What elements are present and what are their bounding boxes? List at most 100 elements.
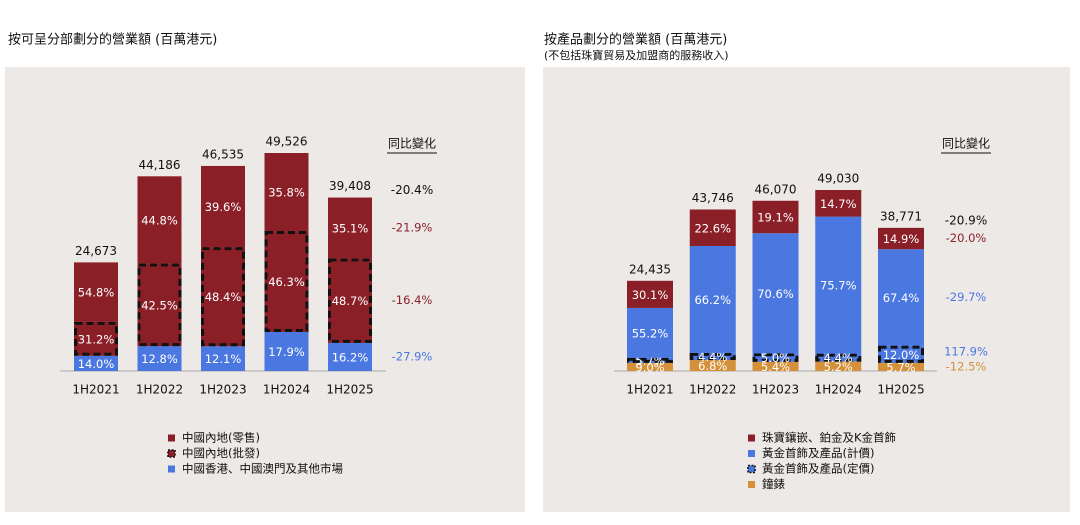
- total-label: 44,186: [139, 158, 181, 172]
- segment-label: 12.0%: [883, 348, 920, 362]
- change-title: 同比變化: [942, 136, 990, 151]
- bar-segment-outline: [627, 357, 673, 363]
- bar-segment: [328, 342, 372, 371]
- segment-label: 44.8%: [141, 213, 178, 227]
- bar-segment: [878, 227, 924, 250]
- x-tick-label: 1H2024: [263, 383, 310, 397]
- legend-label: 中國香港、中國澳門及其他市場: [182, 462, 343, 476]
- legend-swatch: [747, 464, 756, 474]
- bar-segment: [878, 345, 924, 363]
- bar-segment: [752, 200, 799, 234]
- series-change: -20.0%: [946, 231, 987, 245]
- bar-segment-outline: [137, 263, 182, 347]
- x-tick-label: 1H2024: [815, 383, 862, 397]
- x-tick-label: 1H2023: [199, 383, 246, 397]
- bar-segment: [264, 231, 309, 332]
- chart-subtitle: (不包括珠寶貿易及加盟商的服務收入): [544, 48, 729, 62]
- x-tick-label: 1H2025: [877, 383, 924, 397]
- bar-segment: [752, 353, 799, 362]
- segment-label: 12.8%: [141, 352, 178, 366]
- segment-label: 4.4%: [824, 351, 853, 365]
- chart-title: 按產品劃分的營業額 (百萬港元): [544, 32, 727, 48]
- bar-segment: [815, 190, 862, 217]
- segment-label: 16.2%: [332, 350, 369, 364]
- total-label: 24,673: [75, 244, 117, 258]
- bar-segment: [137, 263, 182, 347]
- bar-segment: [752, 361, 799, 371]
- x-tick-label: 1H2023: [752, 383, 799, 397]
- x-tick-label: 1H2022: [136, 383, 183, 397]
- bar-segment: [689, 246, 736, 353]
- segment-label: 4.4%: [698, 350, 727, 364]
- bar-segment: [264, 331, 309, 371]
- bar-segment-outline: [264, 231, 309, 332]
- total-label: 46,070: [755, 182, 797, 196]
- segment-label: 5.0%: [761, 351, 790, 365]
- bar-segment: [264, 153, 309, 232]
- series-change: -12.5%: [946, 359, 987, 373]
- x-tick-label: 1H2022: [689, 383, 736, 397]
- segment-label: 48.4%: [205, 290, 242, 304]
- total-label: 38,771: [880, 209, 922, 223]
- segment-label: 46.3%: [268, 275, 305, 289]
- bar-segment-outline: [201, 247, 245, 347]
- x-tick-label: 1H2021: [626, 383, 673, 397]
- x-tick-label: 1H2021: [72, 383, 119, 397]
- bar-segment: [689, 360, 736, 371]
- segment-label: 35.8%: [268, 186, 305, 200]
- bar-segment: [201, 165, 245, 248]
- total-label: 49,526: [266, 135, 308, 149]
- segment-label: 30.1%: [632, 288, 669, 302]
- segment-label: 12.1%: [205, 352, 242, 366]
- total-label: 46,535: [202, 147, 244, 161]
- segment-label: 35.1%: [332, 221, 369, 235]
- legend-swatch: [748, 481, 755, 488]
- bar-segment: [878, 362, 924, 371]
- legend-label: 黃金首飾及產品(計價): [762, 446, 874, 460]
- segment-label: 14.0%: [78, 357, 115, 371]
- bar-segment: [815, 216, 862, 354]
- segment-label: 39.6%: [205, 200, 242, 214]
- chart-title: 按可呈分部劃分的營業額 (百萬港元): [8, 32, 217, 48]
- legend-label: 珠寶鑲嵌、鉑金及K金首飾: [762, 431, 896, 445]
- x-tick-label: 1H2025: [326, 383, 373, 397]
- bar-segment-outline: [689, 352, 736, 361]
- bar-segment-outline: [878, 345, 924, 363]
- segment-label: 14.9%: [883, 232, 920, 246]
- segment-label: 14.7%: [820, 197, 857, 211]
- bar-segment: [201, 247, 245, 347]
- bar-segment: [627, 307, 673, 358]
- bar-segment: [328, 258, 372, 343]
- legend-label: 鐘錶: [762, 477, 785, 491]
- legend-label: 黃金首飾及產品(定價): [762, 462, 874, 476]
- segment-label: 70.6%: [757, 287, 794, 301]
- segment-label: 42.5%: [141, 298, 178, 312]
- total-change: -20.4%: [391, 183, 433, 197]
- legend-swatch: [168, 465, 175, 473]
- bar-segment: [878, 249, 924, 346]
- bar-segment: [815, 353, 862, 362]
- segment-label: 5.4%: [761, 360, 790, 374]
- series-change: -29.7%: [946, 290, 987, 304]
- bar-segment-outline: [815, 353, 862, 362]
- segment-label: 66.2%: [694, 293, 731, 307]
- segment-label: 75.7%: [820, 279, 857, 293]
- bar-segment-outline: [328, 258, 372, 343]
- bar-segment: [689, 352, 736, 361]
- total-label: 24,435: [629, 262, 671, 276]
- legend-swatch: [748, 450, 755, 457]
- bar-segment-outline: [74, 321, 118, 356]
- total-label: 39,408: [329, 179, 371, 193]
- bar-segment: [137, 176, 182, 264]
- legend-swatch: [748, 434, 755, 442]
- segment-label: 5.7%: [886, 360, 915, 374]
- segment-label: 22.6%: [694, 221, 731, 235]
- series-change: -21.9%: [392, 220, 433, 234]
- segment-label: 6.8%: [698, 359, 727, 373]
- segment-label: 48.7%: [332, 294, 369, 308]
- bar-segment: [752, 233, 799, 354]
- segment-label: 17.9%: [268, 345, 305, 359]
- total-label: 43,746: [692, 191, 734, 205]
- segment-label: 67.4%: [883, 291, 920, 305]
- bar-segment-outline: [752, 353, 799, 362]
